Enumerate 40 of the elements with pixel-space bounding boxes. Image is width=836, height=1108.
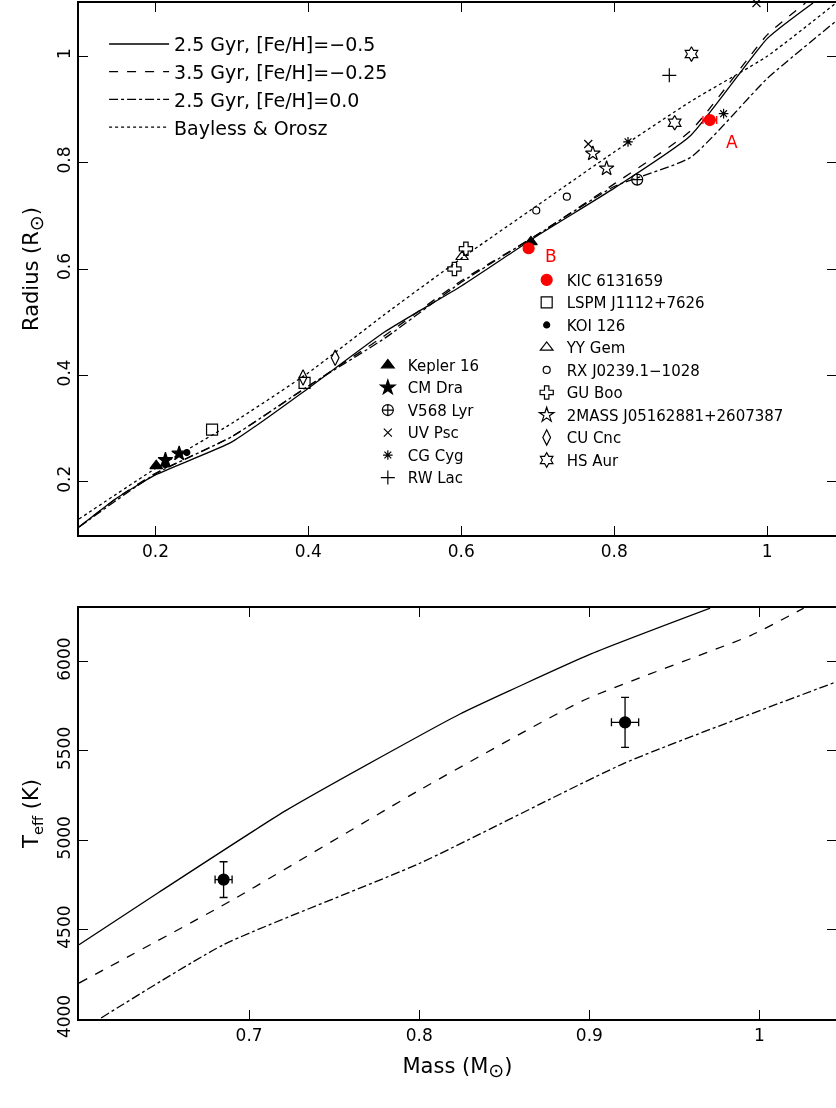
y-tick-label: 6000: [54, 637, 75, 681]
legend-label: RX J0239.1−1028: [566, 361, 700, 380]
y-tick-label: 1: [54, 48, 75, 60]
legend-label: KIC 6131659: [566, 271, 663, 290]
legend-label: 3.5 Gyr, [Fe/H]=−0.25: [174, 61, 388, 84]
legend-label: Kepler 16: [407, 356, 480, 375]
legend-label: RW Lac: [407, 469, 464, 488]
legend-label: KOI 126: [566, 316, 626, 335]
y-tick-label: 0.2: [54, 465, 75, 493]
legend-label: 2.5 Gyr, [Fe/H]=−0.5: [174, 33, 376, 56]
legend-label: Bayless & Orosz: [174, 116, 328, 139]
y-tick-label: 4500: [54, 905, 75, 949]
legend-label: UV Psc: [407, 424, 459, 443]
legend-label: LSPM J1112+7626: [566, 294, 705, 313]
legend-label: HS Aur: [566, 451, 620, 470]
legend-label: V568 Lyr: [407, 401, 475, 420]
x-tick-label: 0.7: [235, 1025, 263, 1046]
legend-label: CU Cnc: [566, 429, 622, 448]
y-tick-label: 0.6: [54, 252, 75, 280]
y-tick-label: 0.4: [54, 359, 75, 387]
x-tick-label: 0.4: [294, 541, 322, 562]
x-tick-label: 0.8: [600, 541, 628, 562]
y-tick-label: 5500: [54, 726, 75, 771]
legend-label: YY Gem: [565, 339, 626, 358]
legend-label: CG Cyg: [407, 446, 464, 465]
annotation: A: [726, 132, 738, 152]
annotation: B: [545, 246, 557, 266]
legend-label: CM Dra: [407, 379, 463, 398]
x-tick-label: 0.2: [141, 541, 169, 562]
legend-label: 2.5 Gyr, [Fe/H]=0.0: [174, 88, 360, 111]
x-tick-label: 0.8: [405, 1025, 433, 1046]
x-tick-label: 0.9: [575, 1025, 603, 1046]
y-tick-label: 4000: [54, 994, 75, 1039]
legend-label: 2MASS J05162881+2607387: [566, 406, 784, 425]
y-tick-label: 0.8: [54, 146, 75, 174]
x-tick-label: 1: [754, 1025, 765, 1046]
legend-label: GU Boo: [566, 384, 623, 403]
x-tick-label: 0.6: [447, 541, 475, 562]
x-tick-label: 1: [761, 541, 773, 562]
y-tick-label: 5000: [54, 816, 75, 860]
